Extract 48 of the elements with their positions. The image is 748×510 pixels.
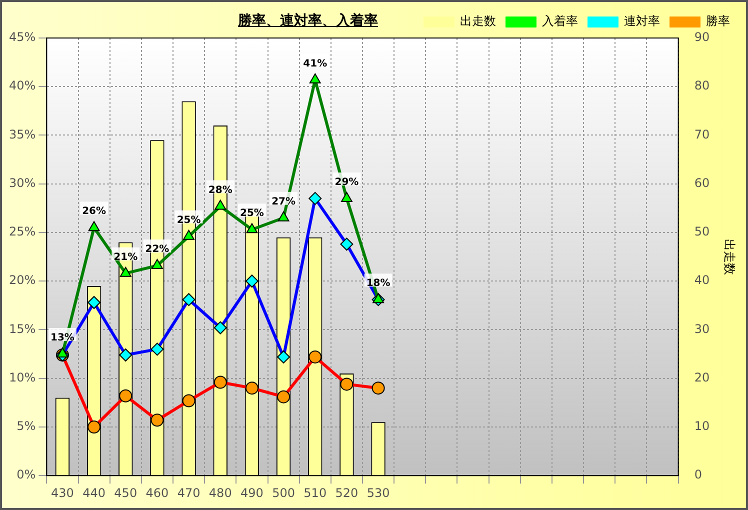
x-tick-label: 470	[177, 486, 200, 500]
x-tick-label: 450	[114, 486, 138, 500]
y-tick-label: 5%	[16, 419, 36, 434]
y2-tick-label: 40	[694, 273, 710, 288]
x-tick-label: 440	[82, 486, 106, 500]
data-label: 27%	[272, 196, 296, 208]
y2-tick-label: 50	[694, 224, 710, 239]
x-tick-label: 490	[240, 486, 264, 500]
y2-tick-label: 30	[694, 322, 710, 336]
x-tick-label: 530	[366, 486, 390, 500]
x-tick-label: 520	[335, 486, 358, 500]
y-tick-label: 40%	[9, 78, 36, 93]
chart-title: 勝率、連対率、入着率	[238, 12, 378, 30]
y2-tick-label: 10	[694, 419, 710, 434]
y-tick-label: 15%	[9, 322, 36, 336]
x-tick-label: 430	[51, 486, 74, 500]
data-label: 22%	[145, 244, 170, 256]
legend-label: 連対率	[624, 14, 660, 28]
x-tick-label: 480	[208, 486, 232, 500]
y2-tick-label: 80	[694, 78, 710, 93]
y-tick-label: 45%	[9, 30, 36, 44]
legend-label: 出走数	[460, 14, 496, 28]
y-tick-label: 20%	[9, 273, 36, 288]
data-label: 13%	[50, 332, 74, 344]
data-label: 18%	[366, 278, 390, 290]
y2-tick-label: 60	[694, 176, 710, 190]
y-tick-label: 30%	[9, 176, 36, 190]
y-tick-label: 35%	[9, 127, 36, 142]
x-tick-label: 460	[146, 486, 169, 500]
y-tick-label: 25%	[9, 224, 36, 239]
y2-tick-label: 0	[694, 468, 702, 482]
y2-tick-label: 70	[694, 127, 710, 142]
legend-label: 入着率	[542, 14, 578, 28]
data-label: 41%	[303, 58, 328, 70]
y2-tick-label: 90	[694, 30, 710, 44]
data-label: 28%	[208, 184, 232, 196]
y2-tick-label: 20	[694, 370, 710, 384]
data-label: 21%	[114, 252, 138, 263]
x-tick-label: 510	[304, 486, 327, 500]
legend-label: 勝率	[706, 14, 730, 28]
data-label: 25%	[176, 214, 201, 226]
y-tick-label: 0%	[16, 468, 36, 482]
data-label: 26%	[82, 206, 106, 218]
x-tick-label: 500	[272, 486, 295, 500]
y-tick-label: 10%	[9, 370, 36, 384]
data-label: 29%	[334, 177, 359, 188]
y2-axis-title: 出走数	[722, 238, 737, 275]
data-label: 25%	[240, 208, 264, 220]
